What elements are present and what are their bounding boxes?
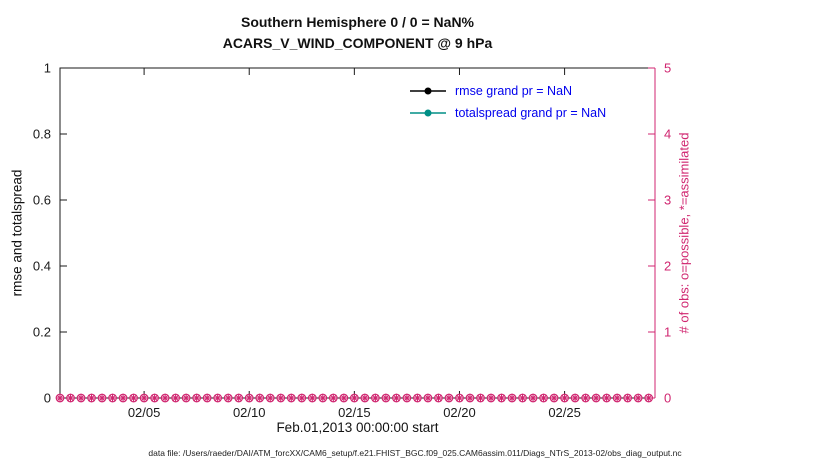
right-tick-label: 2 xyxy=(664,259,671,274)
left-tick-label: 1 xyxy=(44,61,51,76)
assimilated-marker xyxy=(224,394,232,402)
assimilated-marker xyxy=(235,394,243,402)
title-block: Southern Hemisphere 0 / 0 = NaN% ACARS_V… xyxy=(60,12,655,54)
assimilated-marker xyxy=(340,394,348,402)
right-tick-label: 1 xyxy=(664,325,671,340)
right-tick-label: 4 xyxy=(664,127,671,142)
left-tick-label: 0.8 xyxy=(33,127,51,142)
assimilated-marker xyxy=(403,394,411,402)
assimilated-marker xyxy=(550,394,558,402)
assimilated-marker xyxy=(277,394,285,402)
assimilated-marker xyxy=(382,394,390,402)
assimilated-marker xyxy=(561,394,568,402)
left-tick-label: 0.6 xyxy=(33,193,51,208)
assimilated-marker xyxy=(498,394,505,402)
assimilated-marker xyxy=(256,394,264,402)
assimilated-marker xyxy=(508,394,516,402)
assimilated-marker xyxy=(308,394,316,402)
assimilated-marker xyxy=(393,394,400,402)
data-file-path: data file: /Users/raeder/DAI/ATM_forcXX/… xyxy=(148,448,682,458)
x-axis-label: Feb.01,2013 00:00:00 start xyxy=(276,420,439,435)
assimilated-marker xyxy=(519,394,526,402)
right-tick-label: 3 xyxy=(664,193,671,208)
assimilated-marker xyxy=(540,394,547,402)
assimilated-marker xyxy=(371,394,379,402)
legend-line-marker-icon xyxy=(410,109,446,117)
assimilated-marker xyxy=(435,394,442,402)
assimilated-marker xyxy=(193,394,201,402)
assimilated-marker xyxy=(182,394,190,402)
x-tick-label: 02/05 xyxy=(128,405,161,420)
x-tick-label: 02/20 xyxy=(443,405,476,420)
assimilated-marker xyxy=(140,394,148,402)
assimilated-marker xyxy=(266,394,274,402)
left-tick-label: 0.4 xyxy=(33,259,51,274)
assimilated-marker xyxy=(613,394,621,402)
legend-label: rmse grand pr = NaN xyxy=(455,84,573,98)
assimilated-marker xyxy=(88,394,95,402)
assimilated-marker xyxy=(245,394,253,402)
legend-line-marker-icon xyxy=(410,87,446,95)
x-tick-label: 02/25 xyxy=(548,405,581,420)
chart-title: Southern Hemisphere 0 / 0 = NaN% xyxy=(240,14,475,30)
assimilated-marker xyxy=(151,394,159,402)
assimilated-marker xyxy=(456,394,463,402)
assimilated-marker xyxy=(445,394,453,402)
assimilated-marker xyxy=(361,394,369,402)
assimilated-marker xyxy=(109,394,116,402)
assimilated-marker xyxy=(77,394,85,402)
assimilated-marker xyxy=(329,394,337,402)
assimilated-marker xyxy=(645,394,653,402)
assimilated-marker xyxy=(287,394,295,402)
legend-label: totalspread grand pr = NaN xyxy=(455,106,607,120)
legend-item: totalspread grand pr = NaN xyxy=(408,102,606,124)
assimilated-marker xyxy=(172,394,180,402)
assimilated-marker xyxy=(67,394,74,402)
left-tick-label: 0.2 xyxy=(33,325,51,340)
right-tick-label: 0 xyxy=(664,391,671,406)
assimilated-marker xyxy=(487,394,495,402)
assimilated-marker xyxy=(592,394,600,402)
legend-item: rmse grand pr = NaN xyxy=(408,80,606,102)
assimilated-marker xyxy=(350,394,358,402)
right-tick-label: 5 xyxy=(664,61,671,76)
assimilated-marker xyxy=(119,394,127,402)
assimilated-marker xyxy=(477,394,484,402)
assimilated-marker xyxy=(424,394,432,402)
assimilated-marker xyxy=(56,394,64,402)
assimilated-marker xyxy=(319,394,327,402)
left-tick-label: 0 xyxy=(44,391,51,406)
x-tick-label: 02/10 xyxy=(233,405,266,420)
legend: rmse grand pr = NaN totalspread grand pr … xyxy=(408,80,606,124)
assimilated-marker xyxy=(203,394,211,402)
assimilated-marker xyxy=(529,394,537,402)
assimilated-marker xyxy=(130,394,137,402)
assimilated-marker xyxy=(298,394,306,402)
assimilated-marker xyxy=(582,394,590,402)
chart-subtitle: ACARS_V_WIND_COMPONENT @ 9 hPa xyxy=(222,35,493,51)
assimilated-marker xyxy=(161,394,169,402)
assimilated-marker xyxy=(414,394,421,402)
assimilated-marker xyxy=(603,394,611,402)
assimilated-marker xyxy=(634,394,642,402)
x-tick-label: 02/15 xyxy=(338,405,371,420)
assimilated-marker xyxy=(98,394,106,402)
assimilated-marker xyxy=(214,394,222,402)
assimilated-marker xyxy=(624,394,632,402)
assimilated-marker xyxy=(466,394,474,402)
assimilated-marker xyxy=(571,394,579,402)
